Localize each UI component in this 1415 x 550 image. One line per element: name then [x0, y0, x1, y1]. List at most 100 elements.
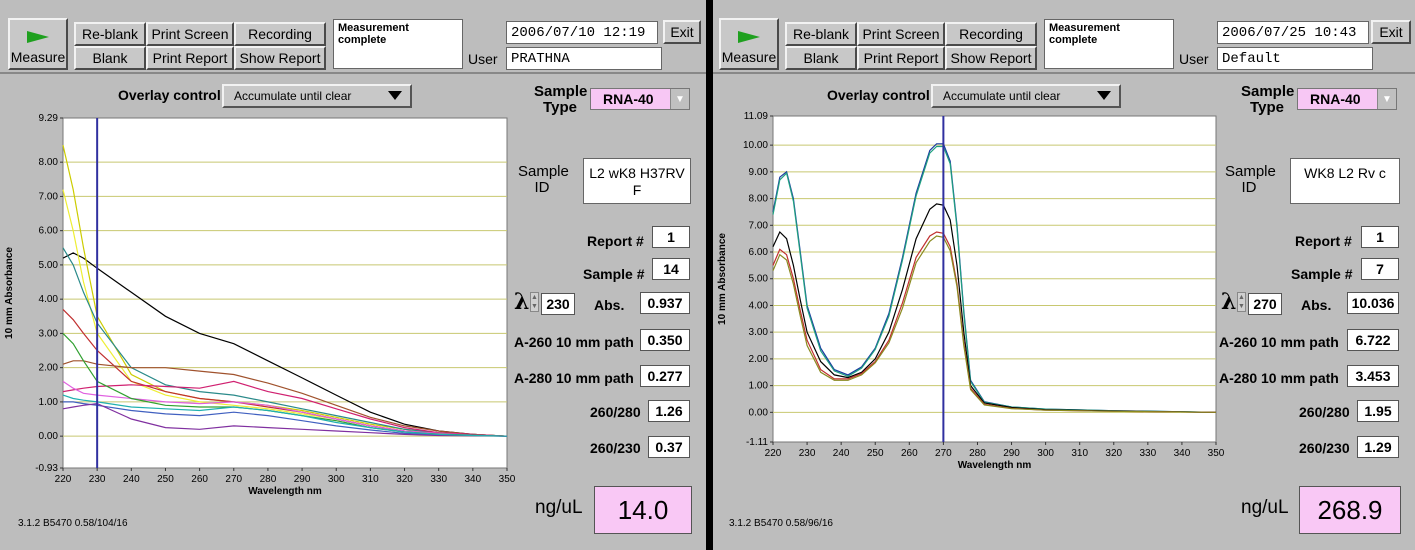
- x-tick-label: 280: [969, 448, 986, 459]
- concentration-label: ng/uL: [1241, 497, 1289, 518]
- sample-id-field[interactable]: WK8 L2 Rv c: [1290, 158, 1400, 204]
- recording-button[interactable]: Recording: [234, 22, 326, 46]
- series-line-6: [62, 360, 508, 437]
- sample-type-select[interactable]: RNA-40 ▼: [1297, 88, 1397, 110]
- x-tick-label: 340: [1174, 448, 1191, 459]
- recording-button[interactable]: Recording: [945, 22, 1037, 46]
- play-icon: [27, 31, 49, 43]
- ratio-260-280-field: 1.95: [1357, 400, 1399, 422]
- x-tick-label: 350: [1208, 448, 1225, 459]
- print-report-button[interactable]: Print Report: [857, 46, 945, 70]
- y-axis-label: 10 mm Absorbance: [4, 247, 15, 339]
- chevron-down-icon: [1097, 91, 1111, 100]
- show-report-button[interactable]: Show Report: [945, 46, 1037, 70]
- ratio-260-230-label: 260/230: [1299, 440, 1350, 456]
- x-tick-label: 240: [833, 448, 850, 459]
- reblank-button[interactable]: Re-blank: [785, 22, 857, 46]
- x-tick-label: 280: [260, 474, 277, 485]
- measure-label: Measure: [10, 49, 66, 65]
- x-tick-label: 290: [1003, 448, 1020, 459]
- y-tick-label: 7.00: [39, 191, 59, 202]
- x-tick-label: 330: [430, 474, 447, 485]
- a260-label: A-260 10 mm path: [514, 334, 634, 350]
- x-axis-label: Wavelength nm: [248, 486, 322, 497]
- blank-button[interactable]: Blank: [74, 46, 146, 70]
- abs-field: 0.937: [640, 292, 690, 314]
- lambda-field[interactable]: 230: [541, 293, 575, 315]
- x-tick-label: 240: [123, 474, 140, 485]
- measure-button[interactable]: Measure: [8, 18, 68, 70]
- series-line-7: [62, 380, 508, 437]
- y-tick-label: -0.93: [35, 463, 58, 474]
- y-tick-label: 9.00: [749, 167, 769, 178]
- sample-number-field[interactable]: 7: [1361, 258, 1399, 280]
- user-field[interactable]: PRATHNA: [506, 47, 662, 70]
- blank-button[interactable]: Blank: [785, 46, 857, 70]
- print-screen-button[interactable]: Print Screen: [857, 22, 945, 46]
- series-line-3: [772, 203, 1217, 413]
- lambda-spinner[interactable]: ▲ ▼: [1237, 292, 1246, 312]
- y-tick-label: 6.00: [39, 226, 59, 237]
- abs-field: 10.036: [1347, 292, 1399, 314]
- sample-number-label: Sample #: [1291, 266, 1353, 282]
- series-line-11: [62, 402, 508, 437]
- sample-type-select[interactable]: RNA-40 ▼: [590, 88, 690, 110]
- y-tick-label: 9.29: [39, 113, 59, 124]
- reblank-button[interactable]: Re-blank: [74, 22, 146, 46]
- sample-number-label: Sample #: [583, 266, 645, 282]
- sample-type-value: RNA-40: [1310, 91, 1361, 107]
- print-screen-button[interactable]: Print Screen: [146, 22, 234, 46]
- a280-field: 0.277: [640, 365, 690, 387]
- measure-button[interactable]: Measure: [719, 18, 779, 70]
- sample-type-value: RNA-40: [603, 91, 654, 107]
- lambda-symbol: λ: [1221, 289, 1237, 315]
- overlay-control-label: Overlay control: [827, 87, 930, 103]
- status-message: Measurement complete: [1044, 19, 1174, 69]
- user-label: User: [468, 51, 498, 67]
- y-tick-label: 8.00: [749, 194, 769, 205]
- user-field[interactable]: Default: [1217, 47, 1373, 70]
- ratio-260-280-field: 1.26: [648, 400, 690, 422]
- a280-label: A-280 10 mm path: [1219, 370, 1339, 386]
- sample-type-label: Sample Type: [534, 83, 588, 116]
- lambda-spinner[interactable]: ▲ ▼: [530, 292, 539, 312]
- status-message: Measurement complete: [333, 19, 463, 69]
- x-tick-label: 260: [191, 474, 208, 485]
- exit-button[interactable]: Exit: [663, 20, 701, 44]
- x-tick-label: 220: [765, 448, 782, 459]
- toolbar: Measure Re-blank Print Screen Recording …: [0, 0, 706, 74]
- overlay-control-value: Accumulate until clear: [943, 89, 1061, 103]
- ratio-260-230-field: 1.29: [1357, 436, 1399, 458]
- datetime-field: 2006/07/10 12:19: [506, 21, 658, 44]
- series-line-5: [772, 235, 1217, 413]
- overlay-control-select[interactable]: Accumulate until clear: [222, 84, 412, 108]
- sample-number-field[interactable]: 14: [652, 258, 690, 280]
- print-report-button[interactable]: Print Report: [146, 46, 234, 70]
- x-tick-label: 250: [157, 474, 174, 485]
- measure-label: Measure: [721, 49, 777, 65]
- concentration-value: 268.9: [1299, 486, 1401, 534]
- panel-left: Measure Re-blank Print Screen Recording …: [0, 0, 706, 550]
- user-label: User: [1179, 51, 1209, 67]
- lambda-field[interactable]: 270: [1248, 293, 1282, 315]
- exit-button[interactable]: Exit: [1371, 20, 1411, 44]
- show-report-button[interactable]: Show Report: [234, 46, 326, 70]
- series-line-1: [62, 252, 508, 437]
- report-number-field[interactable]: 1: [652, 226, 690, 248]
- y-tick-label: 10.00: [743, 140, 768, 151]
- report-number-field[interactable]: 1: [1361, 226, 1399, 248]
- x-tick-label: 320: [1105, 448, 1122, 459]
- chevron-down-icon: [388, 91, 402, 100]
- overlay-control-value: Accumulate until clear: [234, 89, 352, 103]
- y-tick-label: 5.00: [749, 274, 769, 285]
- overlay-control-select[interactable]: Accumulate until clear: [931, 84, 1121, 108]
- report-number-label: Report #: [587, 233, 644, 249]
- report-number-label: Report #: [1295, 233, 1352, 249]
- x-tick-label: 310: [1071, 448, 1088, 459]
- sample-id-field[interactable]: L2 wK8 H37RV F: [583, 158, 691, 204]
- x-tick-label: 270: [935, 448, 952, 459]
- series-line-8: [62, 380, 508, 437]
- y-tick-label: 3.00: [749, 327, 769, 338]
- x-tick-label: 220: [55, 474, 72, 485]
- x-axis-label: Wavelength nm: [958, 460, 1032, 471]
